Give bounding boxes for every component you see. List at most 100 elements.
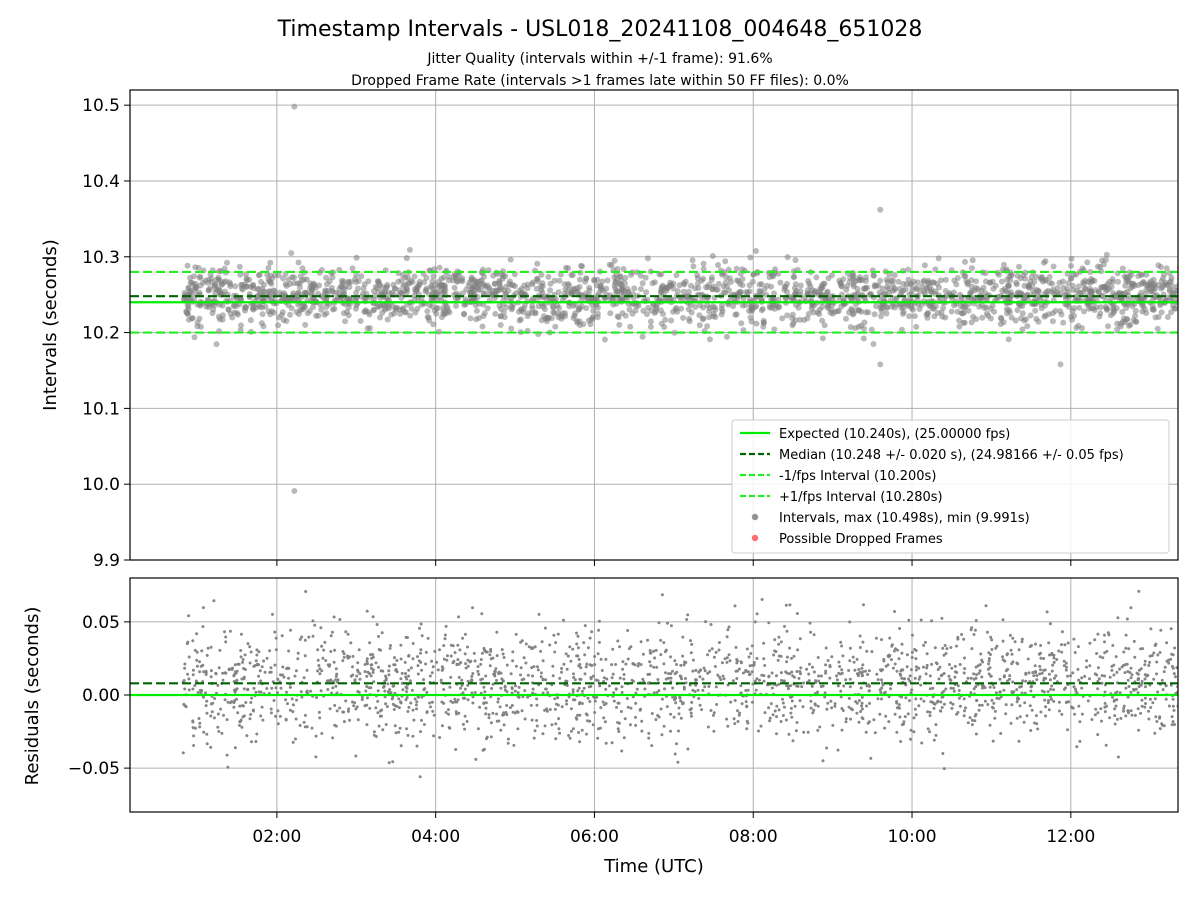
bottom-point bbox=[491, 682, 495, 686]
top-point bbox=[200, 279, 207, 286]
top-point bbox=[430, 321, 437, 328]
bottom-point bbox=[568, 736, 572, 740]
bottom-point bbox=[703, 669, 707, 673]
top-point bbox=[288, 250, 295, 257]
bottom-point bbox=[656, 714, 660, 717]
bottom-point bbox=[690, 700, 694, 704]
bottom-point bbox=[974, 732, 978, 736]
top-point bbox=[749, 306, 756, 313]
bottom-point bbox=[880, 681, 884, 685]
bottom-point bbox=[1129, 666, 1133, 670]
bottom-point bbox=[432, 734, 436, 738]
top-point bbox=[1019, 326, 1026, 333]
top-point bbox=[661, 324, 668, 330]
bottom-point bbox=[252, 686, 256, 690]
bottom-point bbox=[1165, 641, 1169, 645]
bottom-point bbox=[770, 686, 774, 690]
top-axes-frame bbox=[129, 89, 1179, 561]
top-point bbox=[1054, 285, 1061, 292]
top-point bbox=[923, 284, 930, 291]
bottom-point bbox=[201, 625, 205, 629]
bottom-point bbox=[1129, 709, 1133, 713]
top-point bbox=[323, 274, 330, 281]
bottom-point bbox=[399, 643, 403, 647]
bottom-point bbox=[872, 718, 876, 722]
bottom-point bbox=[1174, 675, 1177, 679]
bottom-point bbox=[489, 649, 493, 653]
top-point bbox=[295, 290, 301, 297]
bottom-point bbox=[393, 724, 397, 728]
top-point bbox=[1164, 314, 1171, 320]
top-outlier-point bbox=[877, 206, 884, 213]
bottom-point bbox=[1130, 713, 1134, 717]
bottom-point bbox=[836, 684, 840, 688]
top-point bbox=[1147, 288, 1154, 295]
bottom-point bbox=[919, 697, 923, 701]
bottom-point bbox=[1029, 729, 1033, 732]
bottom-point bbox=[466, 683, 470, 687]
top-point bbox=[576, 276, 583, 283]
top-point bbox=[1068, 262, 1074, 269]
bottom-point bbox=[513, 711, 517, 715]
bottom-point bbox=[313, 623, 317, 627]
top-point bbox=[878, 313, 884, 320]
top-point bbox=[181, 296, 187, 302]
bottom-point bbox=[1124, 633, 1128, 637]
bottom-points bbox=[181, 589, 1178, 779]
bottom-point bbox=[1017, 739, 1021, 743]
top-point bbox=[231, 302, 238, 309]
bottom-point bbox=[209, 675, 213, 679]
bottom-point bbox=[652, 649, 656, 653]
bottom-point bbox=[368, 672, 371, 676]
top-point bbox=[829, 272, 835, 279]
top-point bbox=[244, 283, 250, 290]
bottom-point bbox=[1009, 721, 1013, 725]
bottom-point bbox=[575, 654, 579, 658]
top-point bbox=[342, 318, 349, 325]
bottom-point bbox=[235, 687, 239, 691]
top-point bbox=[1033, 273, 1040, 280]
bottom-point bbox=[480, 651, 484, 655]
bottom-point bbox=[557, 727, 561, 731]
top-point bbox=[744, 289, 751, 296]
bottom-point bbox=[238, 723, 241, 727]
bottom-point bbox=[883, 691, 886, 695]
top-point bbox=[1068, 275, 1074, 282]
bottom-point bbox=[823, 691, 827, 695]
bottom-point bbox=[346, 632, 350, 636]
top-point bbox=[328, 288, 335, 295]
bottom-point bbox=[557, 717, 561, 721]
top-point bbox=[1080, 289, 1086, 296]
top-point bbox=[503, 304, 510, 311]
bottom-point bbox=[369, 666, 373, 670]
top-point bbox=[479, 323, 486, 330]
bottom-point bbox=[703, 685, 707, 689]
top-point bbox=[1154, 325, 1161, 332]
bottom-point bbox=[1047, 672, 1051, 676]
top-point bbox=[398, 294, 405, 301]
bottom-point bbox=[383, 695, 387, 699]
bottom-point bbox=[847, 696, 851, 700]
bottom-point bbox=[455, 712, 458, 716]
bottom-point bbox=[385, 705, 389, 708]
bottom-point bbox=[562, 662, 566, 666]
bottom-point bbox=[674, 701, 678, 705]
bottom-point bbox=[784, 718, 788, 722]
bottom-point bbox=[586, 696, 590, 700]
top-point bbox=[1088, 276, 1095, 282]
bottom-point bbox=[816, 690, 820, 694]
bottom-point bbox=[952, 689, 956, 693]
bottom-point bbox=[224, 640, 228, 644]
top-panel-intervals: 9.910.010.110.210.310.410.5 bbox=[82, 89, 1179, 571]
bottom-point bbox=[288, 708, 292, 712]
bottom-point bbox=[363, 663, 367, 666]
bottom-point bbox=[543, 626, 547, 630]
bottom-point bbox=[1001, 618, 1005, 622]
bottom-point bbox=[910, 650, 914, 654]
bottom-point bbox=[755, 612, 759, 616]
bottom-point bbox=[183, 687, 187, 691]
top-point bbox=[353, 271, 360, 278]
top-point bbox=[578, 262, 585, 269]
bottom-point bbox=[1115, 670, 1119, 674]
